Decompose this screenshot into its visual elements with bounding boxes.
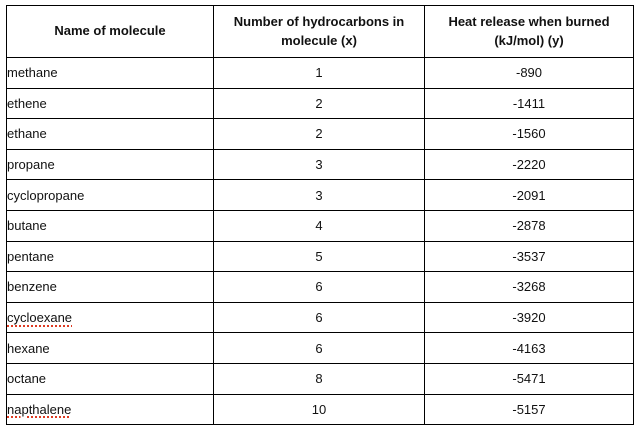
hydrocarbon-count-cell: 8 [213, 362, 425, 395]
molecule-name: butane [7, 218, 47, 234]
heat-release: -2220 [512, 157, 546, 173]
molecule-name-cell: ethane [6, 118, 214, 150]
table-header: Name of molecule Number of hydrocarbons … [6, 5, 634, 58]
column-header-hydrocarbons: Number of hydrocarbons in molecule (x) [213, 5, 425, 58]
table-row: octane 8 -5471 [6, 362, 634, 395]
hydrocarbon-count-cell: 6 [213, 301, 425, 334]
hydrocarbon-count-cell: 6 [213, 271, 425, 303]
molecule-name: napthalene [7, 401, 72, 417]
heat-release: -1411 [512, 95, 546, 111]
molecule-name-cell: cycloexane [6, 301, 214, 334]
heat-release-cell: -3537 [424, 240, 634, 273]
molecule-name-cell: cyclopropane [6, 179, 214, 211]
table-row: butane 4 -2878 [6, 209, 634, 242]
hydrocarbon-count: 2 [315, 95, 323, 111]
hydrocarbon-count-cell: 3 [213, 148, 425, 181]
molecule-name-cell: ethene [6, 87, 214, 120]
molecule-name: cyclopropane [7, 187, 85, 203]
molecule-name-cell: napthalene [6, 393, 214, 426]
molecule-name-cell: benzene [6, 271, 214, 303]
hydrocarbon-count-cell: 6 [213, 332, 425, 364]
hydrocarbon-count-cell: 2 [213, 87, 425, 120]
hydrocarbon-count-cell: 4 [213, 209, 425, 242]
heat-release-cell: -5471 [424, 362, 634, 395]
molecule-name: pentane [7, 248, 55, 264]
hydrocarbon-count-cell: 5 [213, 240, 425, 273]
column-header-name: Name of molecule [6, 5, 214, 58]
table-row: ethene 2 -1411 [6, 87, 634, 120]
table-row: propane 3 -2220 [6, 148, 634, 181]
hydrocarbon-count-cell: 1 [213, 57, 425, 89]
heat-release: -890 [515, 65, 543, 81]
heat-release-cell: -890 [424, 57, 634, 89]
table-row: napthalene 10 -5157 [6, 393, 634, 426]
heat-release: -4163 [512, 340, 546, 356]
heat-release: -3268 [512, 279, 546, 295]
molecule-name: hexane [7, 340, 50, 356]
molecule-data-table: Name of molecule Number of hydrocarbons … [6, 5, 634, 426]
hydrocarbon-count-cell: 10 [213, 393, 425, 426]
table-row: cycloexane 6 -3920 [6, 301, 634, 334]
heat-release-cell: -2878 [424, 209, 634, 242]
heat-release: -5157 [512, 401, 546, 417]
molecule-name-cell: hexane [6, 332, 214, 364]
heat-release-cell: -1560 [424, 118, 634, 150]
heat-release: -3537 [512, 248, 546, 264]
molecule-name: methane [7, 65, 58, 81]
table-row: hexane 6 -4163 [6, 332, 634, 364]
molecule-name-cell: octane [6, 362, 214, 395]
heat-release-cell: -2091 [424, 179, 634, 211]
molecule-name: cycloexane [7, 310, 73, 326]
molecule-name-cell: pentane [6, 240, 214, 273]
hydrocarbon-count: 3 [315, 157, 323, 173]
hydrocarbon-count: 6 [315, 310, 323, 326]
molecule-name-cell: propane [6, 148, 214, 181]
heat-release: -2878 [512, 218, 546, 234]
column-header-heat-release: Heat release when burned (kJ/mol) (y) [424, 5, 634, 58]
molecule-name: benzene [7, 279, 57, 295]
hydrocarbon-count: 8 [315, 371, 323, 387]
heat-release: -1560 [512, 126, 546, 142]
hydrocarbon-count: 6 [315, 340, 323, 356]
molecule-name: propane [7, 157, 55, 173]
molecule-name: octane [7, 371, 47, 387]
header-row: Name of molecule Number of hydrocarbons … [6, 5, 634, 58]
heat-release-cell: -5157 [424, 393, 634, 426]
heat-release-cell: -1411 [424, 87, 634, 120]
heat-release-cell: -3268 [424, 271, 634, 303]
heat-release: -5471 [512, 371, 546, 387]
table-row: ethane 2 -1560 [6, 118, 634, 150]
hydrocarbon-count: 4 [315, 218, 323, 234]
hydrocarbon-count: 3 [315, 187, 323, 203]
hydrocarbon-count-cell: 3 [213, 179, 425, 211]
heat-release: -2091 [512, 187, 546, 203]
hydrocarbon-count: 5 [315, 248, 323, 264]
molecule-name: ethene [7, 95, 47, 111]
table-row: cyclopropane 3 -2091 [6, 179, 634, 211]
table-body: methane 1 -890 ethene 2 -1411 ethane [6, 57, 634, 426]
heat-release-cell: -2220 [424, 148, 634, 181]
molecule-name-cell: butane [6, 209, 214, 242]
hydrocarbon-count: 2 [315, 126, 323, 142]
heat-release-cell: -4163 [424, 332, 634, 364]
hydrocarbon-count: 6 [315, 279, 323, 295]
hydrocarbon-count: 10 [311, 401, 327, 417]
table-row: methane 1 -890 [6, 57, 634, 89]
molecule-name: ethane [7, 126, 47, 142]
heat-release-cell: -3920 [424, 301, 634, 334]
table-row: pentane 5 -3537 [6, 240, 634, 273]
heat-release: -3920 [512, 310, 546, 326]
hydrocarbon-count-cell: 2 [213, 118, 425, 150]
hydrocarbon-count: 1 [315, 65, 323, 81]
molecule-name-cell: methane [6, 57, 214, 89]
table-row: benzene 6 -3268 [6, 271, 634, 303]
